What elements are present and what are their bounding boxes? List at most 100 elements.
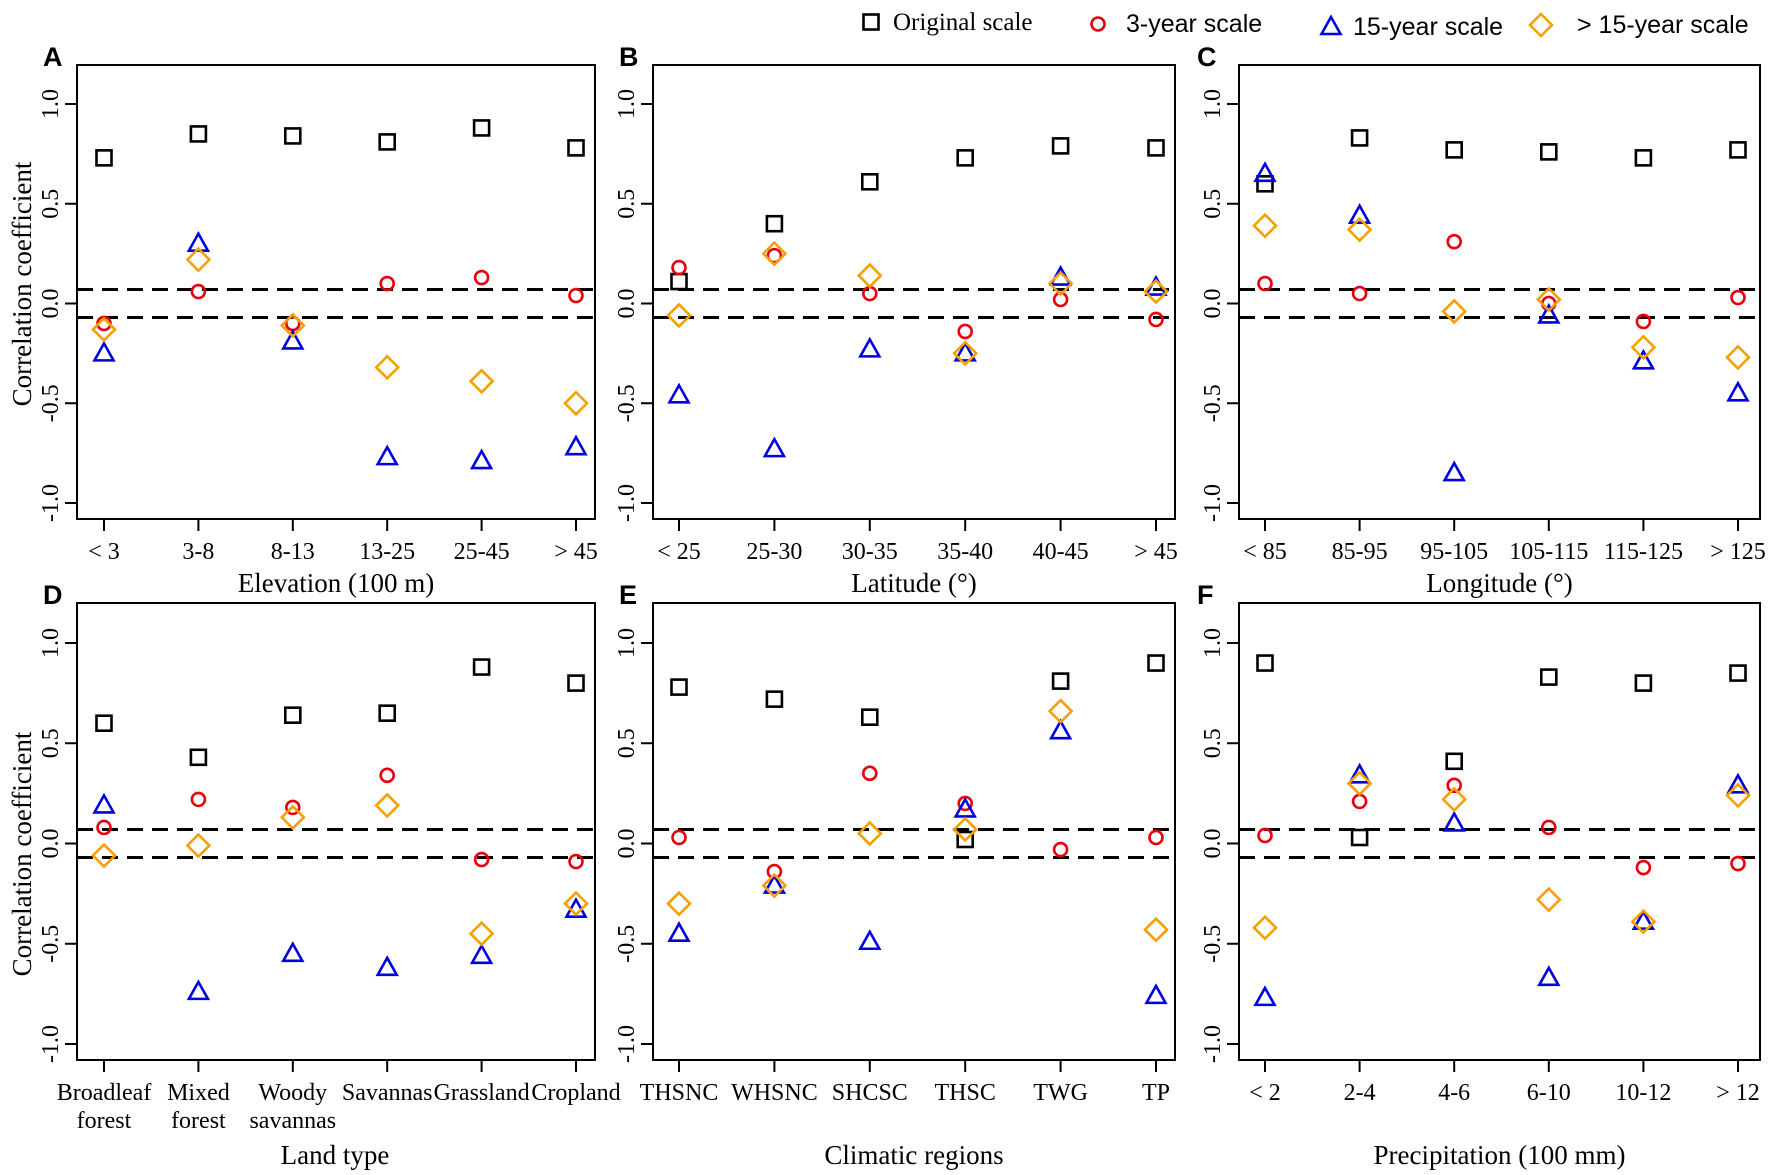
x-tick-label: > 45 bbox=[554, 539, 598, 565]
x-tick-label: Broadleaf bbox=[57, 1080, 152, 1106]
x-tick-label: 2-4 bbox=[1344, 1080, 1376, 1106]
y-tick-label: -1.0 bbox=[38, 484, 64, 522]
x-axis-label: Latitude (°) bbox=[851, 568, 977, 598]
panel-label: C bbox=[1197, 42, 1217, 72]
point-triangle bbox=[1347, 203, 1372, 225]
point-square bbox=[765, 690, 784, 708]
point-square bbox=[956, 830, 975, 849]
y-tick-label: 1.0 bbox=[1200, 89, 1226, 119]
point-diamond bbox=[761, 240, 788, 267]
y-tick-label: 0.0 bbox=[614, 829, 640, 859]
x-tick-label: < 3 bbox=[88, 539, 120, 565]
point-square bbox=[283, 127, 302, 145]
point-square bbox=[189, 125, 208, 143]
point-circle bbox=[96, 819, 112, 836]
point-diamond bbox=[1143, 278, 1169, 305]
y-tick-label: -0.5 bbox=[1200, 925, 1226, 963]
point-square bbox=[670, 678, 688, 696]
point-square bbox=[1256, 654, 1274, 672]
point-triangle bbox=[953, 796, 977, 818]
x-tick-label: 105-115 bbox=[1509, 539, 1588, 565]
y-tick-label: 0.5 bbox=[614, 728, 640, 758]
panel-C: C 1.0 0.5 0.0 -0.5 -1.0 < 85 85-95 95-105 105-115… bbox=[1197, 42, 1766, 598]
point-diamond bbox=[279, 312, 306, 339]
y-tick-label: -0.5 bbox=[614, 925, 640, 963]
point-diamond bbox=[1047, 270, 1074, 297]
x-tick-label: 115-125 bbox=[1604, 539, 1683, 565]
point-diamond bbox=[185, 832, 212, 859]
legend-item: > 15-year scale bbox=[1528, 11, 1749, 39]
x-tick-label: savannas bbox=[249, 1108, 336, 1134]
point-diamond bbox=[468, 368, 495, 395]
point-diamond bbox=[1441, 298, 1468, 325]
x-tick-label: 4-6 bbox=[1438, 1080, 1470, 1106]
point-square bbox=[1147, 139, 1165, 157]
point-triangle bbox=[1537, 965, 1561, 987]
point-square bbox=[189, 748, 208, 767]
legend-label: 15-year scale bbox=[1353, 13, 1503, 41]
panel-B: B 1.0 0.5 0.0 -0.5 -1.0 < 25 25-30 30-35 35-40 40-… bbox=[614, 42, 1178, 598]
panel-label: A bbox=[43, 42, 63, 72]
x-tick-label: 10-12 bbox=[1615, 1080, 1671, 1106]
panel-label: F bbox=[1197, 580, 1214, 610]
point-triangle bbox=[564, 434, 588, 456]
point-diamond bbox=[1252, 914, 1278, 941]
x-tick-label: 85-95 bbox=[1332, 539, 1388, 565]
point-square bbox=[956, 149, 975, 167]
point-diamond bbox=[374, 792, 401, 819]
panel-label: D bbox=[43, 580, 63, 610]
point-diamond bbox=[374, 354, 401, 381]
point-diamond bbox=[1252, 212, 1278, 239]
y-tick-label: 0.0 bbox=[614, 289, 640, 319]
point-circle bbox=[1635, 313, 1652, 330]
x-axis-label: Precipitation (100 mm) bbox=[1374, 1140, 1626, 1170]
point-square bbox=[1147, 654, 1165, 672]
point-circle bbox=[473, 851, 490, 868]
x-tick-label: 95-105 bbox=[1420, 539, 1488, 565]
y-tick-label: 0.0 bbox=[1200, 289, 1226, 319]
point-square bbox=[472, 119, 491, 137]
point-square bbox=[1540, 143, 1558, 161]
point-square bbox=[95, 149, 113, 167]
y-tick-label: -0.5 bbox=[1200, 384, 1226, 422]
point-circle bbox=[861, 765, 878, 782]
point-triangle bbox=[858, 929, 882, 951]
point-square bbox=[1729, 141, 1747, 159]
point-diamond bbox=[1725, 782, 1751, 809]
legend-marker-diamond bbox=[1528, 12, 1554, 38]
panel-A: A 1.0 0.5 0.0 -0.5 -1.0 < 3 3-8 8-13 13-25 25-45 > … bbox=[38, 42, 598, 598]
y-tick-label: 1.0 bbox=[38, 628, 64, 658]
point-triangle bbox=[186, 230, 211, 252]
point-square bbox=[670, 272, 688, 291]
x-tick-label: WHSNC bbox=[731, 1080, 818, 1106]
point-triangle bbox=[469, 448, 494, 470]
point-circle bbox=[861, 285, 878, 302]
x-tick-label: SHCSC bbox=[832, 1080, 908, 1106]
plot-frame bbox=[76, 64, 596, 520]
point-triangle bbox=[92, 340, 116, 362]
x-tick-label: < 25 bbox=[657, 539, 701, 565]
point-diamond bbox=[952, 816, 979, 843]
point-diamond bbox=[1630, 334, 1657, 361]
legend-item: 15-year scale bbox=[1319, 13, 1503, 41]
point-circle bbox=[1052, 841, 1069, 858]
point-circle bbox=[671, 829, 687, 846]
point-square bbox=[1350, 828, 1369, 847]
point-diamond bbox=[666, 890, 692, 917]
point-circle bbox=[1351, 793, 1368, 810]
y-tick-label: 1.0 bbox=[1200, 628, 1226, 658]
point-square bbox=[1634, 149, 1653, 167]
point-circle bbox=[1635, 859, 1652, 876]
x-axis-label: Land type bbox=[281, 1140, 390, 1170]
x-axis-label: Climatic regions bbox=[824, 1140, 1003, 1170]
point-square bbox=[378, 133, 397, 151]
panels: A 1.0 0.5 0.0 -0.5 -1.0 < 3 3-8 8-13 13-25 25-45 > … bbox=[7, 42, 1766, 1170]
x-tick-label: Cropland bbox=[531, 1080, 620, 1106]
legend-item: 3-year scale bbox=[1090, 10, 1262, 38]
plot-frame bbox=[76, 602, 596, 1061]
point-circle bbox=[766, 247, 783, 264]
legend-marker-triangle bbox=[1319, 14, 1343, 36]
point-triangle bbox=[762, 872, 787, 894]
point-square bbox=[1540, 668, 1558, 686]
point-circle bbox=[671, 259, 687, 276]
